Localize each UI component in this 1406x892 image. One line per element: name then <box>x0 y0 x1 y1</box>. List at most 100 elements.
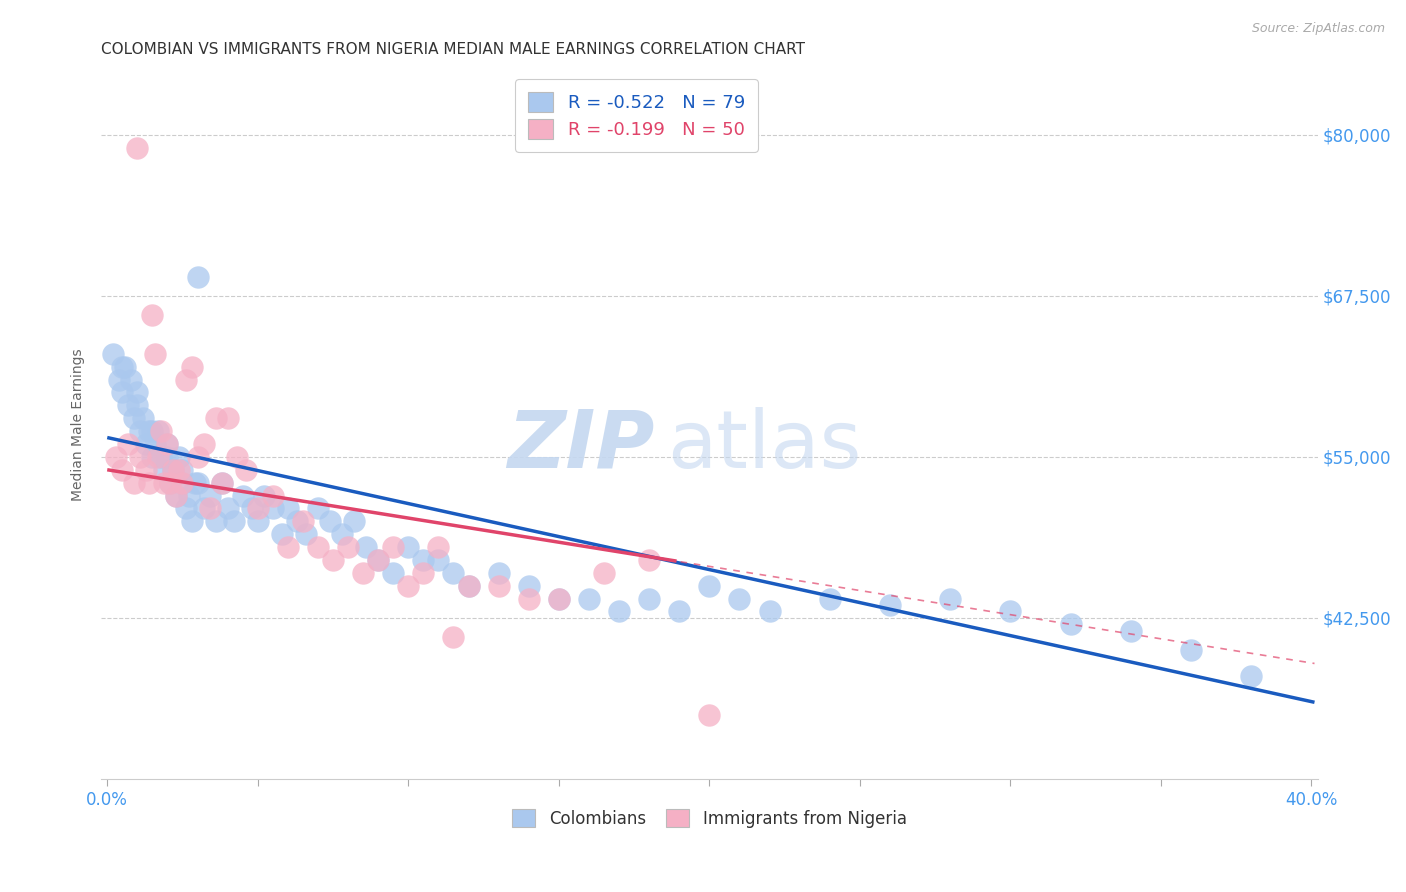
Point <box>246 501 269 516</box>
Point <box>382 540 405 554</box>
Point <box>174 373 197 387</box>
Point <box>204 514 226 528</box>
Point <box>187 475 209 490</box>
Point <box>217 411 239 425</box>
Point <box>156 437 179 451</box>
Point <box>382 566 405 580</box>
Point <box>169 450 191 464</box>
Point <box>578 591 600 606</box>
Point <box>193 437 215 451</box>
Point <box>153 463 176 477</box>
Point <box>517 591 540 606</box>
Point <box>699 707 721 722</box>
Point <box>172 475 194 490</box>
Point <box>728 591 751 606</box>
Point <box>129 424 152 438</box>
Point <box>127 385 149 400</box>
Point <box>367 553 389 567</box>
Point <box>270 527 292 541</box>
Y-axis label: Median Male Earnings: Median Male Earnings <box>72 349 86 501</box>
Point <box>322 553 344 567</box>
Point <box>148 424 170 438</box>
Point <box>132 411 155 425</box>
Point <box>211 475 233 490</box>
Point <box>108 373 131 387</box>
Point <box>217 501 239 516</box>
Point <box>105 450 128 464</box>
Point <box>162 463 184 477</box>
Point <box>127 398 149 412</box>
Point <box>1119 624 1142 638</box>
Point <box>277 540 299 554</box>
Point <box>240 501 263 516</box>
Text: ZIP: ZIP <box>508 407 655 485</box>
Point <box>159 475 181 490</box>
Point <box>412 553 434 567</box>
Point <box>262 501 284 516</box>
Point <box>204 411 226 425</box>
Point <box>1180 643 1202 657</box>
Point <box>443 630 465 644</box>
Point <box>156 437 179 451</box>
Point <box>180 359 202 374</box>
Legend: Colombians, Immigrants from Nigeria: Colombians, Immigrants from Nigeria <box>506 802 914 834</box>
Point <box>183 475 205 490</box>
Point <box>488 579 510 593</box>
Point <box>277 501 299 516</box>
Point <box>129 450 152 464</box>
Point <box>193 501 215 516</box>
Point <box>174 501 197 516</box>
Point <box>367 553 389 567</box>
Point <box>225 450 247 464</box>
Point <box>307 540 329 554</box>
Point <box>166 489 188 503</box>
Text: COLOMBIAN VS IMMIGRANTS FROM NIGERIA MEDIAN MALE EARNINGS CORRELATION CHART: COLOMBIAN VS IMMIGRANTS FROM NIGERIA MED… <box>101 42 806 57</box>
Point <box>337 540 360 554</box>
Point <box>141 450 163 464</box>
Point <box>135 437 157 451</box>
Point <box>607 604 630 618</box>
Point <box>177 489 200 503</box>
Point <box>1000 604 1022 618</box>
Point <box>343 514 366 528</box>
Point <box>262 489 284 503</box>
Point <box>180 514 202 528</box>
Point <box>593 566 616 580</box>
Point <box>253 489 276 503</box>
Point <box>427 540 450 554</box>
Point <box>187 269 209 284</box>
Point <box>138 475 160 490</box>
Point <box>111 385 134 400</box>
Point <box>758 604 780 618</box>
Point <box>198 489 221 503</box>
Point <box>1240 669 1263 683</box>
Point <box>488 566 510 580</box>
Point <box>291 514 314 528</box>
Point <box>117 398 139 412</box>
Point <box>153 475 176 490</box>
Point <box>114 359 136 374</box>
Point <box>412 566 434 580</box>
Point <box>457 579 479 593</box>
Point <box>127 141 149 155</box>
Point <box>141 308 163 322</box>
Point <box>939 591 962 606</box>
Point <box>138 424 160 438</box>
Point <box>352 566 374 580</box>
Point <box>103 347 125 361</box>
Point <box>159 475 181 490</box>
Point <box>319 514 342 528</box>
Point <box>166 489 188 503</box>
Point <box>124 411 146 425</box>
Point <box>879 598 901 612</box>
Point <box>141 424 163 438</box>
Point <box>457 579 479 593</box>
Point <box>117 437 139 451</box>
Point <box>517 579 540 593</box>
Point <box>1059 617 1081 632</box>
Point <box>427 553 450 567</box>
Point <box>396 540 419 554</box>
Point <box>547 591 569 606</box>
Point <box>668 604 690 618</box>
Point <box>172 475 194 490</box>
